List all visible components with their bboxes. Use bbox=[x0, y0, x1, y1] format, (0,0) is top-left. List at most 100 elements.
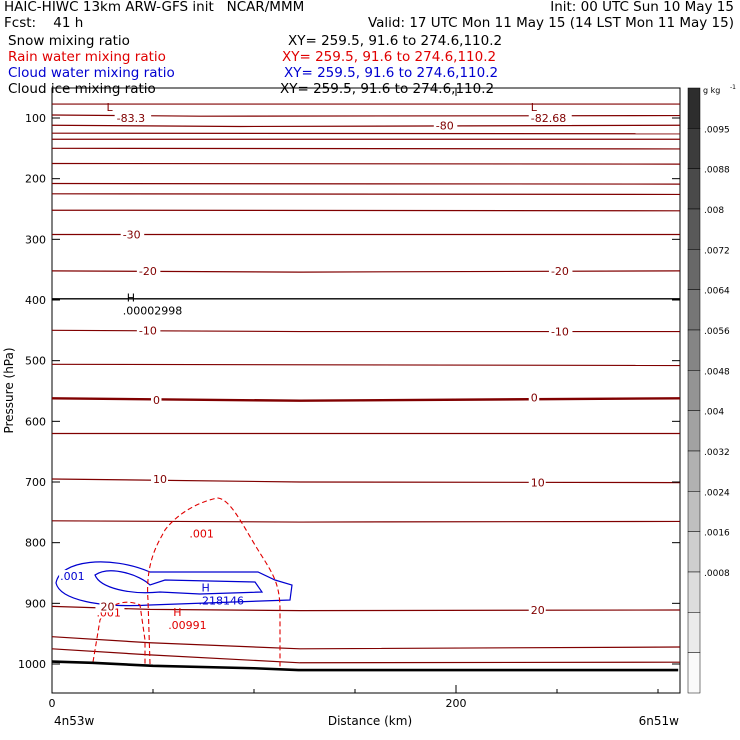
high-marker: H bbox=[127, 292, 135, 305]
y-tick-label: 500 bbox=[25, 355, 46, 368]
colorbar-label: .0064 bbox=[704, 287, 730, 297]
contour-label-bg bbox=[151, 394, 162, 408]
x-axis-label: Distance (km) bbox=[328, 714, 412, 728]
temperature-contour bbox=[51, 147, 681, 150]
colorbar-label: .0032 bbox=[704, 448, 730, 458]
colorbar-label: .0072 bbox=[704, 246, 730, 256]
colorbar-label: .0088 bbox=[704, 166, 730, 176]
moisture-contour-label: .001 bbox=[189, 528, 214, 541]
temperature-contour-label: 10 bbox=[531, 477, 545, 490]
colorbar-segment bbox=[687, 168, 701, 210]
plot-border bbox=[51, 87, 681, 694]
temperature-contour bbox=[51, 132, 681, 135]
y-axis-label: Pressure (hPa) bbox=[2, 347, 16, 433]
colorbar-segment bbox=[687, 612, 701, 653]
contour-label-bg bbox=[433, 119, 458, 133]
rain-water-max-value: .00991 bbox=[168, 619, 207, 632]
temperature-contour-label: 0 bbox=[531, 392, 538, 405]
forecast-hour: Fcst: 41 h bbox=[4, 15, 84, 31]
cloud-water-contour bbox=[55, 561, 293, 607]
contour-label-bg bbox=[136, 324, 161, 338]
temperature-contour-label: -20 bbox=[551, 265, 569, 278]
colorbar-label: .0008 bbox=[704, 569, 730, 579]
high-marker-value: .00002998 bbox=[123, 305, 182, 318]
colorbar-segment bbox=[687, 652, 701, 694]
y-tick-label: 100 bbox=[25, 112, 46, 125]
legend-cloudwater-xy: XY= 259.5, 91.6 to 274.6,110.2 bbox=[284, 65, 499, 81]
temperature-contour bbox=[51, 182, 681, 185]
y-tick-label: 900 bbox=[25, 597, 46, 610]
colorbar-segment bbox=[687, 289, 701, 331]
colorbar-unit-exponent: -1 bbox=[730, 84, 736, 91]
y-tick-label: 700 bbox=[25, 476, 46, 489]
colorbar-segment bbox=[687, 208, 701, 250]
moisture-label-bg bbox=[99, 600, 116, 613]
colorbar-segment bbox=[687, 249, 701, 290]
colorbar-segment bbox=[687, 87, 701, 129]
temperature-contour-label: -20 bbox=[139, 265, 157, 278]
legend-snow-label: Snow mixing ratio bbox=[8, 33, 130, 49]
title-line-1: HAIC-HIWC 13km ARW-GFS init NCAR/MMM bbox=[4, 0, 305, 15]
temperature-contour bbox=[51, 648, 681, 664]
legend-cloudice-xy: XY= 259.5, 91.6 to 274.6,110.2 bbox=[280, 81, 495, 97]
valid-time: Valid: 17 UTC Mon 11 May 15 (14 LST Mon … bbox=[367, 15, 734, 31]
colorbar-segment bbox=[687, 531, 701, 573]
temperature-contour bbox=[51, 124, 681, 128]
terrain-surface bbox=[51, 660, 679, 672]
colorbar-segment bbox=[687, 329, 701, 371]
temperature-contour bbox=[51, 114, 681, 117]
colorbar-segment bbox=[687, 491, 701, 532]
temperature-contours: -83.3 -82.68 -80 -30 -20 -20 -10 -10 0 0 10 10 20 L L H… bbox=[51, 101, 681, 664]
temperature-contour bbox=[51, 605, 681, 612]
colorbar-segment bbox=[687, 128, 701, 169]
y-tick-label: 1000 bbox=[18, 658, 46, 671]
y-tick-label: 800 bbox=[25, 537, 46, 550]
colorbar-segment bbox=[687, 410, 701, 452]
contour-label-bg bbox=[136, 264, 161, 278]
temperature-contour-label: -82.68 bbox=[531, 112, 566, 125]
temperature-contour-label: 20 bbox=[531, 604, 545, 617]
temperature-contour bbox=[51, 209, 681, 212]
moisture-label-bg bbox=[59, 570, 89, 583]
colorbar-label: .0048 bbox=[704, 367, 730, 377]
temperature-contour bbox=[51, 162, 681, 165]
colorbar-label: .0095 bbox=[704, 125, 730, 135]
moisture-label-bg bbox=[188, 527, 218, 540]
init-time: Init: 00 UTC Sun 10 May 15 bbox=[550, 0, 734, 15]
colorbar: .0095 .0088 .008 .0072 .0064 .0056 .0048 .004 .0… bbox=[687, 84, 736, 694]
colorbar-segment bbox=[687, 370, 701, 411]
rain-water-max-marker: H bbox=[173, 606, 181, 619]
x-tick-label: 200 bbox=[446, 697, 467, 710]
colorbar-label: .0056 bbox=[704, 327, 730, 337]
x-end-location: 6n51w bbox=[639, 714, 680, 728]
x-tick-label: 0 bbox=[49, 697, 56, 710]
legend-cloudwater-label: Cloud water mixing ratio bbox=[8, 65, 175, 81]
temperature-contour bbox=[51, 193, 681, 196]
legend-rain-label: Rain water mixing ratio bbox=[8, 49, 166, 65]
legend-cloudice-label: Cloud ice mixing ratio bbox=[8, 81, 156, 97]
colorbar-label: .004 bbox=[704, 408, 724, 418]
contour-label-bg bbox=[528, 476, 546, 490]
cloud-water-contour-inner bbox=[94, 570, 264, 595]
moisture-contour-label: 20 bbox=[100, 600, 114, 613]
temperature-contour-label: 0 bbox=[153, 394, 160, 407]
temperature-contour bbox=[51, 478, 681, 484]
legend-rain-xy: XY= 259.5, 91.6 to 274.6,110.2 bbox=[282, 49, 497, 65]
rain-water-contour bbox=[147, 497, 281, 668]
low-marker: L bbox=[531, 101, 538, 114]
colorbar-unit: g kg bbox=[703, 86, 720, 95]
y-tick-label: 600 bbox=[25, 415, 46, 428]
temperature-contour bbox=[51, 636, 681, 650]
contour-label-bg bbox=[528, 112, 572, 125]
temperature-contour-label: -10 bbox=[551, 326, 569, 339]
temperature-contour-label: -10 bbox=[139, 324, 157, 337]
rain-water-contour-inner bbox=[92, 601, 146, 664]
cloud-water-max-marker: H bbox=[201, 582, 209, 595]
contour-label-bg bbox=[548, 325, 573, 339]
colorbar-segment bbox=[687, 450, 701, 492]
temperature-contour-label: -80 bbox=[436, 119, 454, 132]
temperature-contour-label: 10 bbox=[153, 473, 167, 486]
contour-label-bg bbox=[114, 112, 152, 125]
